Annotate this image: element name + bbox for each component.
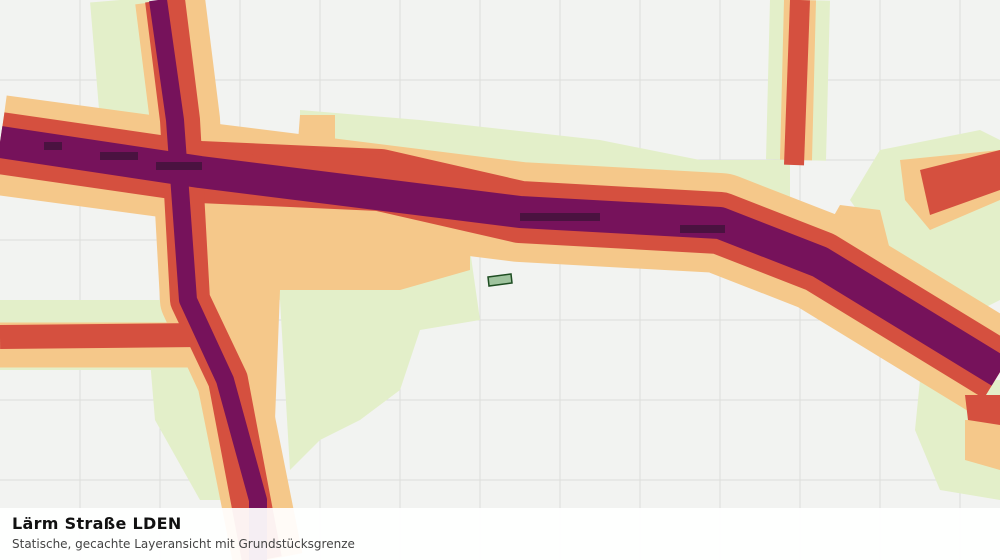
- noise-area: [215, 220, 470, 420]
- noise-band: [90, 0, 160, 123]
- map-caption: Lärm Straße LDEN Statische, gecachte Lay…: [0, 508, 1000, 560]
- map-subtitle: Statische, gecachte Layeransicht mit Gru…: [12, 537, 355, 551]
- noise-area: [965, 420, 1000, 470]
- noise-area: [965, 395, 1000, 425]
- noise-area: [920, 150, 1000, 215]
- noise-band: [784, 0, 810, 166]
- noise-area: [220, 250, 480, 470]
- parcel-boundary[interactable]: [487, 273, 513, 287]
- noise-area: [297, 115, 335, 155]
- noise-band: [0, 323, 201, 349]
- map-title: Lärm Straße LDEN: [12, 514, 182, 533]
